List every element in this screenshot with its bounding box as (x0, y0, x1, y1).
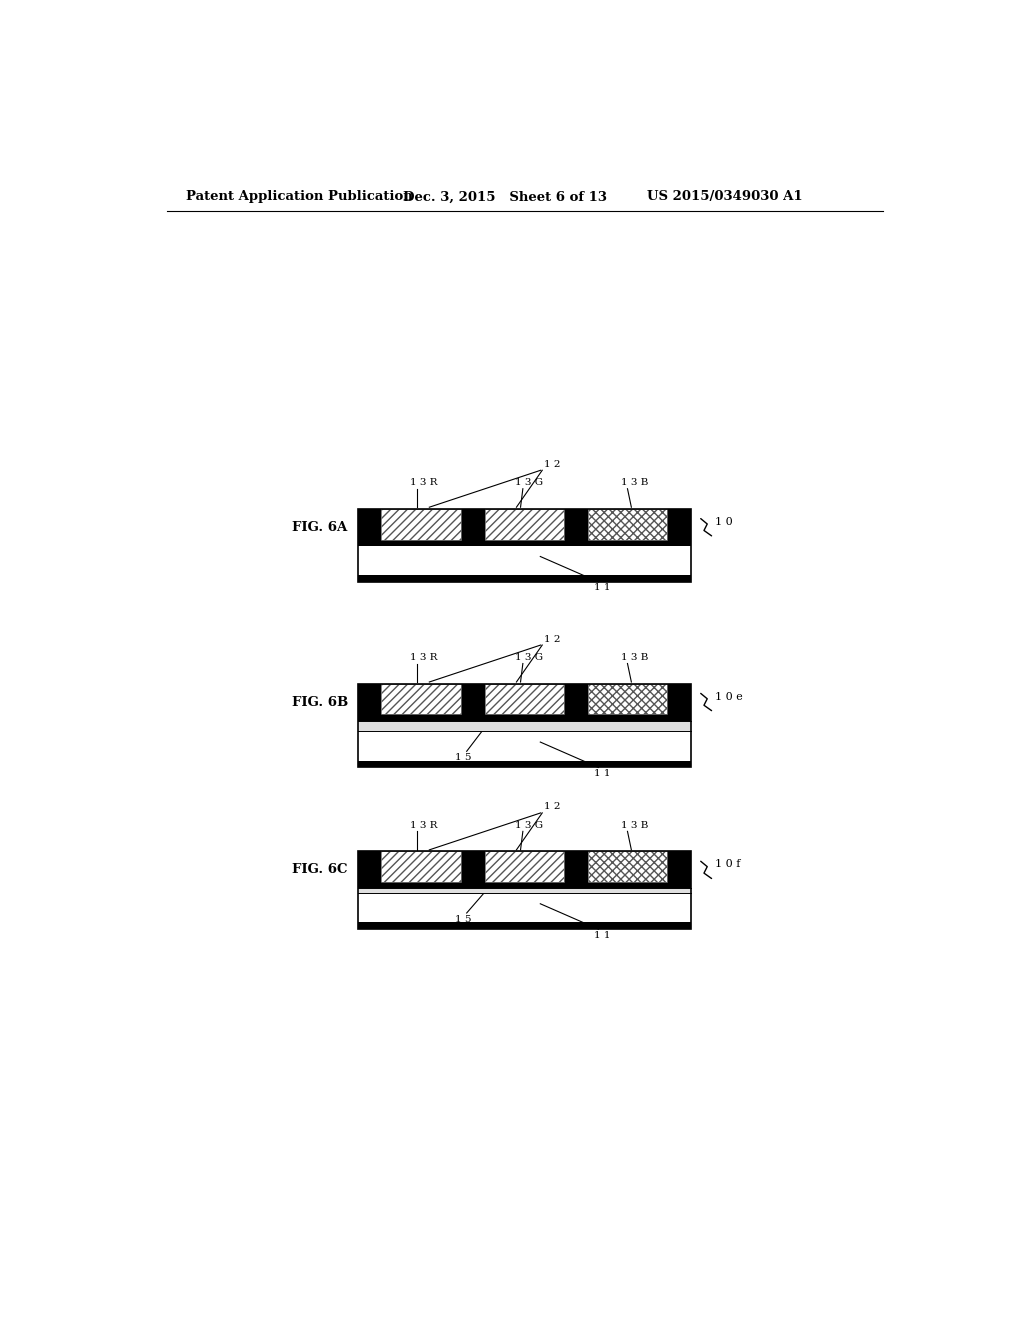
Bar (358, 508, 691, 582)
Bar (358, 892, 691, 923)
Text: 1 3 B: 1 3 B (622, 821, 648, 830)
Text: 1 0 e: 1 0 e (715, 692, 742, 702)
Text: 1 0: 1 0 (715, 517, 732, 527)
Text: 1 3 G: 1 3 G (515, 821, 544, 830)
Bar (358, 508, 381, 540)
Text: 1 1: 1 1 (594, 583, 610, 593)
Bar (588, 508, 668, 540)
Text: FIG. 6C: FIG. 6C (292, 863, 348, 876)
Bar (358, 714, 691, 721)
Bar (564, 684, 588, 714)
Bar (381, 684, 461, 714)
Text: US 2015/0349030 A1: US 2015/0349030 A1 (647, 190, 803, 203)
Text: 1 2: 1 2 (544, 459, 560, 469)
Text: FIG. 6A: FIG. 6A (292, 520, 347, 533)
Bar (358, 545, 691, 576)
Text: 1 0 f: 1 0 f (715, 859, 740, 870)
Bar (358, 540, 691, 545)
Bar (358, 684, 381, 714)
Text: 1 5: 1 5 (455, 752, 471, 762)
Bar (668, 684, 690, 714)
Text: FIG. 6B: FIG. 6B (292, 696, 348, 709)
Bar (588, 684, 668, 714)
Bar (588, 851, 668, 882)
Bar (358, 576, 691, 582)
Bar (358, 731, 691, 760)
Bar (564, 851, 588, 882)
Bar (358, 888, 691, 892)
Bar (358, 851, 691, 929)
Text: 1 1: 1 1 (594, 770, 610, 777)
Bar (381, 851, 461, 882)
Bar (668, 508, 690, 540)
Text: 1 3 G: 1 3 G (515, 478, 544, 487)
Text: 1 5: 1 5 (455, 915, 471, 924)
Bar (668, 851, 690, 882)
Text: 1 3 R: 1 3 R (410, 821, 437, 830)
Text: 1 3 R: 1 3 R (410, 653, 437, 663)
Text: 1 3 B: 1 3 B (622, 653, 648, 663)
Text: 1 2: 1 2 (544, 635, 560, 644)
Bar (484, 508, 564, 540)
Bar (484, 851, 564, 882)
Text: 1 3 R: 1 3 R (410, 478, 437, 487)
Bar (461, 684, 484, 714)
Bar (358, 851, 381, 882)
Text: 1 1: 1 1 (594, 931, 610, 940)
Bar (358, 721, 691, 731)
Bar (564, 508, 588, 540)
Bar (461, 851, 484, 882)
Bar (358, 882, 691, 888)
Text: 1 3 B: 1 3 B (622, 478, 648, 487)
Bar (358, 684, 691, 767)
Bar (358, 923, 691, 929)
Bar (381, 508, 461, 540)
Text: 1 2: 1 2 (544, 803, 560, 812)
Text: Patent Application Publication: Patent Application Publication (186, 190, 413, 203)
Bar (484, 684, 564, 714)
Text: 1 3 G: 1 3 G (515, 653, 544, 663)
Bar (461, 508, 484, 540)
Text: Dec. 3, 2015   Sheet 6 of 13: Dec. 3, 2015 Sheet 6 of 13 (403, 190, 607, 203)
Bar (358, 760, 691, 767)
